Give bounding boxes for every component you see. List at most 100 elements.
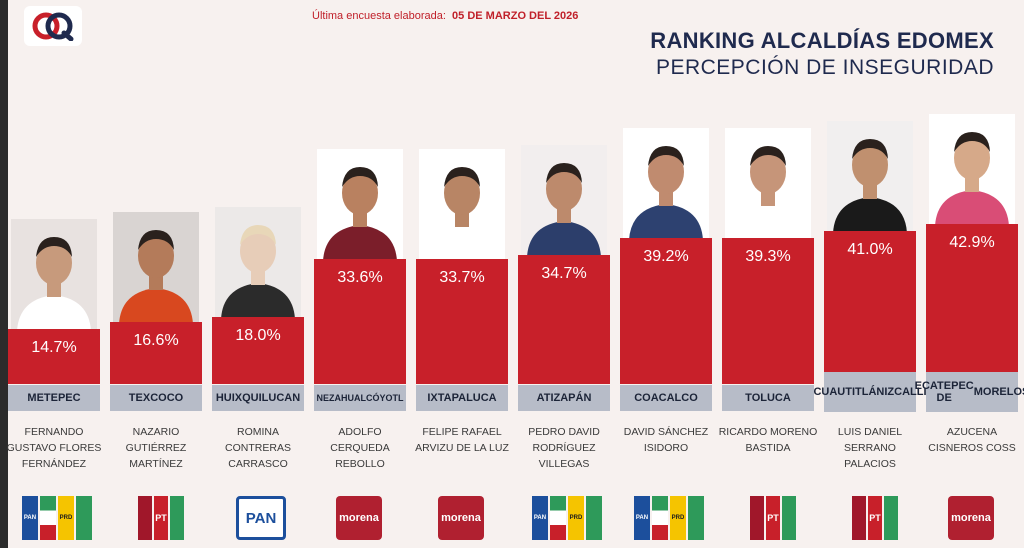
party-logo-segment [688, 496, 704, 540]
party-logos: PT [138, 496, 184, 542]
candidate-photo [11, 219, 97, 331]
category-label-line: MORELOS [973, 386, 1024, 398]
party-logo-segment: PRD [58, 496, 74, 540]
survey-date-line: Última encuesta elaborada: 05 DE MARZO D… [312, 10, 578, 22]
pan-logo-text: PAN [245, 509, 277, 527]
candidate-portrait-icon [323, 167, 397, 261]
category-label-line: CUAUTITLÁN [813, 386, 885, 398]
candidate-photo [521, 145, 607, 257]
candidate-name: PEDRO DAVID RODRÍGUEZ VILLEGAS [512, 424, 616, 472]
party-logo-segment: PAN [22, 496, 38, 540]
bar [722, 238, 814, 384]
party-logos: PT [852, 496, 898, 542]
candidate-name-line: BASTIDA [745, 442, 791, 454]
category-label: COACALCO [620, 385, 712, 411]
party-logo-segment [76, 496, 92, 540]
candidate-name-line: CERQUEDA [330, 442, 390, 454]
candidate-name-line: AZUCENA [946, 426, 998, 438]
category-label: TEXCOCO [110, 385, 202, 411]
category-label: HUIXQUILUCAN [212, 385, 304, 411]
category-label: CUAUTITLÁN IZCALLI [813, 372, 927, 412]
candidate-name-line: ARVIZU DE LA LUZ [415, 442, 509, 454]
candidate-name-line: CONTRERAS [225, 442, 291, 454]
bar-value-label: 18.0% [235, 327, 281, 344]
survey-date: 05 DE MARZO DEL 2026 [452, 10, 579, 22]
candidate-name-line: VILLEGAS [538, 458, 590, 470]
survey-label: Última encuesta elaborada: [312, 10, 446, 22]
pan-logo: PAN [236, 496, 286, 540]
bar-value-label: 41.0% [847, 241, 893, 258]
candidate-name-line: PALACIOS [844, 458, 896, 470]
party-logo-segment [170, 496, 184, 540]
bar [824, 231, 916, 384]
party-logos: morena [438, 496, 484, 542]
bar [518, 255, 610, 384]
candidate-name-line: FELIPE RAFAEL [422, 426, 502, 438]
candidate-name-line: REBOLLO [335, 458, 385, 470]
party-logos: PAN PRD [22, 496, 92, 542]
candidate-photo [623, 128, 709, 240]
party-logos: PAN PRD [634, 496, 704, 542]
party-logo-segment [782, 496, 796, 540]
bar [620, 238, 712, 384]
party-logos: PAN PRD [532, 496, 602, 542]
category-label: METEPEC [8, 385, 100, 411]
category-label: ATIZAPÁN [518, 385, 610, 411]
candidate-name-line: ISIDORO [643, 442, 689, 454]
morena-logo: morena [336, 496, 382, 540]
candidate-portrait-icon [935, 132, 1009, 226]
candidate-name: FERNANDO GUSTAVO FLORES FERNÁNDEZ [2, 424, 106, 472]
party-logo-segment: PAN [532, 496, 548, 540]
bar-value-label: 33.7% [439, 269, 485, 286]
candidate-name-line: PEDRO DAVID [528, 426, 600, 438]
morena-logo-text: morena [441, 512, 481, 524]
party-logo-segment: PT [868, 496, 882, 540]
candidate-name-line: ADOLFO [338, 426, 382, 438]
morena-logo: morena [948, 496, 994, 540]
party-logo-segment [550, 496, 566, 540]
candidate-name-line: MARTÍNEZ [129, 458, 183, 470]
party-logo-segment: PRD [568, 496, 584, 540]
party-logo-segment [852, 496, 866, 540]
candidate-name-line: ROMINA [237, 426, 279, 438]
party-logo-segment: PRD [670, 496, 686, 540]
bar [110, 322, 202, 384]
candidate-name-line: CISNEROS COSS [928, 442, 1016, 454]
party-logo-segment [750, 496, 764, 540]
brand-logo [24, 6, 82, 46]
candidate-name-line: GUSTAVO FLORES [6, 442, 102, 454]
candidate-photo [827, 121, 913, 233]
bar [416, 259, 508, 384]
candidate-name: ADOLFO CERQUEDA REBOLLO [308, 424, 412, 472]
candidate-portrait-icon [17, 237, 91, 331]
candidate-name-line: FERNANDO [24, 426, 84, 438]
candidate-name: AZUCENA CISNEROS COSS [920, 424, 1024, 456]
candidate-name-line: FERNÁNDEZ [21, 458, 87, 470]
party-logo-segment [586, 496, 602, 540]
party-logo-segment: PT [154, 496, 168, 540]
category-label-line: IZCALLI [884, 386, 927, 398]
bar-value-label: 34.7% [541, 265, 587, 282]
party-logo-segment [40, 496, 56, 540]
party-logos: PT [750, 496, 796, 542]
party-logos: morena [948, 496, 994, 542]
bar [8, 329, 100, 384]
candidate-photo [725, 128, 811, 240]
bar-value-label: 33.6% [337, 269, 383, 286]
candidate-name-line: CARRASCO [228, 458, 288, 470]
candidate-name-line: RICARDO MORENO [718, 426, 818, 438]
morena-logo-text: morena [951, 512, 991, 524]
chart-subtitle: PERCEPCIÓN DE INSEGURIDAD [655, 56, 994, 79]
candidate-name-line: GUTIÉRREZ [125, 442, 187, 454]
morena-logo: morena [438, 496, 484, 540]
party-logos: morena [336, 496, 382, 542]
party-logo-segment [138, 496, 152, 540]
candidate-portrait-icon [221, 225, 295, 319]
category-label-line: ECATEPEC DE [914, 380, 974, 404]
category-label: TOLUCA [722, 385, 814, 411]
brand-logo-icon [32, 12, 74, 41]
party-logo-segment [884, 496, 898, 540]
candidate-portrait-icon [833, 139, 907, 233]
morena-logo-text: morena [339, 512, 379, 524]
